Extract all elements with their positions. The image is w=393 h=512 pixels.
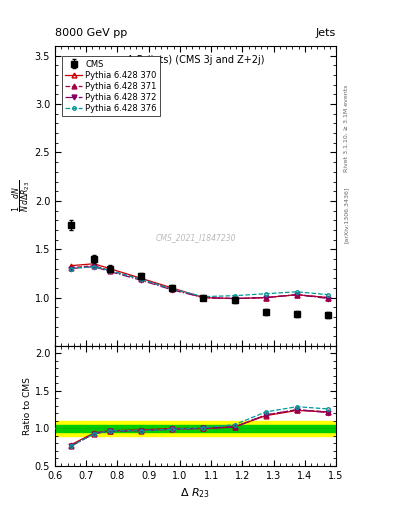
Line: Pythia 6.428 370: Pythia 6.428 370 <box>68 261 331 301</box>
Pythia 6.428 371 <box>170 286 174 292</box>
Pythia 6.428 376 <box>92 264 96 270</box>
Pythia 6.428 376 <box>138 276 143 282</box>
Pythia 6.428 371 <box>92 263 96 269</box>
Bar <box>55 421 336 436</box>
Pythia 6.428 370 <box>295 292 299 298</box>
Pythia 6.428 376 <box>170 286 174 292</box>
Pythia 6.428 372 <box>170 287 174 293</box>
Bar <box>55 424 336 432</box>
Pythia 6.428 376 <box>107 267 112 273</box>
Pythia 6.428 370 <box>138 275 143 281</box>
Pythia 6.428 372 <box>326 295 331 302</box>
Pythia 6.428 370 <box>201 294 206 301</box>
Pythia 6.428 372 <box>92 264 96 270</box>
Text: Rivet 3.1.10, ≥ 3.1M events: Rivet 3.1.10, ≥ 3.1M events <box>344 84 349 172</box>
Legend: CMS, Pythia 6.428 370, Pythia 6.428 371, Pythia 6.428 372, Pythia 6.428 376: CMS, Pythia 6.428 370, Pythia 6.428 371,… <box>62 56 160 116</box>
Text: [arXiv:1306.3436]: [arXiv:1306.3436] <box>344 187 349 243</box>
Pythia 6.428 376 <box>232 292 237 298</box>
Pythia 6.428 376 <box>295 289 299 295</box>
Pythia 6.428 372 <box>138 277 143 283</box>
Pythia 6.428 370 <box>232 295 237 302</box>
Pythia 6.428 376 <box>326 292 331 298</box>
Text: Jets: Jets <box>316 28 336 38</box>
Pythia 6.428 371 <box>263 294 268 301</box>
Pythia 6.428 370 <box>263 294 268 301</box>
Pythia 6.428 371 <box>138 276 143 282</box>
Pythia 6.428 376 <box>68 266 73 272</box>
Pythia 6.428 371 <box>232 295 237 302</box>
Pythia 6.428 370 <box>170 285 174 291</box>
Pythia 6.428 371 <box>201 294 206 301</box>
Pythia 6.428 370 <box>92 261 96 267</box>
Y-axis label: $\frac{1}{N}\frac{dN}{d\Delta R_{23}}$: $\frac{1}{N}\frac{dN}{d\Delta R_{23}}$ <box>11 180 33 212</box>
Pythia 6.428 370 <box>107 266 112 272</box>
Pythia 6.428 371 <box>107 267 112 273</box>
Y-axis label: Ratio to CMS: Ratio to CMS <box>23 377 32 435</box>
Pythia 6.428 376 <box>263 291 268 297</box>
Text: 8000 GeV pp: 8000 GeV pp <box>55 28 127 38</box>
Pythia 6.428 370 <box>68 263 73 269</box>
Pythia 6.428 372 <box>232 295 237 302</box>
Line: Pythia 6.428 371: Pythia 6.428 371 <box>68 263 331 301</box>
Pythia 6.428 371 <box>326 294 331 301</box>
Text: Δ R (jets) (CMS 3j and Z+2j): Δ R (jets) (CMS 3j and Z+2j) <box>127 55 264 65</box>
X-axis label: $\Delta\ R_{23}$: $\Delta\ R_{23}$ <box>180 486 211 500</box>
Pythia 6.428 372 <box>201 294 206 301</box>
Pythia 6.428 370 <box>326 294 331 301</box>
Text: CMS_2021_I1847230: CMS_2021_I1847230 <box>155 233 236 243</box>
Pythia 6.428 372 <box>295 292 299 298</box>
Line: Pythia 6.428 372: Pythia 6.428 372 <box>68 264 331 301</box>
Pythia 6.428 372 <box>263 294 268 301</box>
Pythia 6.428 371 <box>68 265 73 271</box>
Pythia 6.428 371 <box>295 292 299 298</box>
Pythia 6.428 376 <box>201 293 206 300</box>
Pythia 6.428 372 <box>68 266 73 272</box>
Line: Pythia 6.428 376: Pythia 6.428 376 <box>69 265 330 298</box>
Pythia 6.428 372 <box>107 268 112 274</box>
